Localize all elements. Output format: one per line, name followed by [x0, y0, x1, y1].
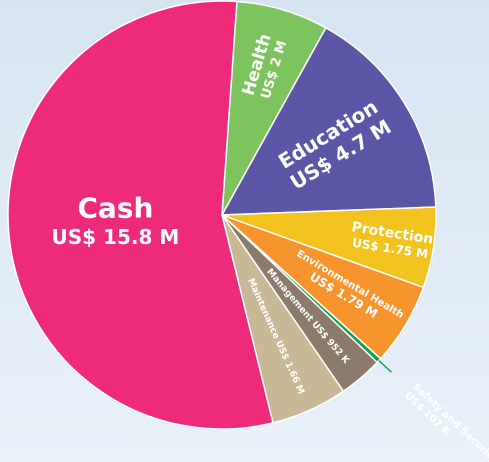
slice-value: US$ 15.8 M — [52, 225, 180, 249]
slice-name: Cash — [77, 192, 153, 225]
pie-slice — [220, 26, 437, 216]
leader-line — [378, 359, 392, 373]
pie-slice — [7, 0, 274, 430]
